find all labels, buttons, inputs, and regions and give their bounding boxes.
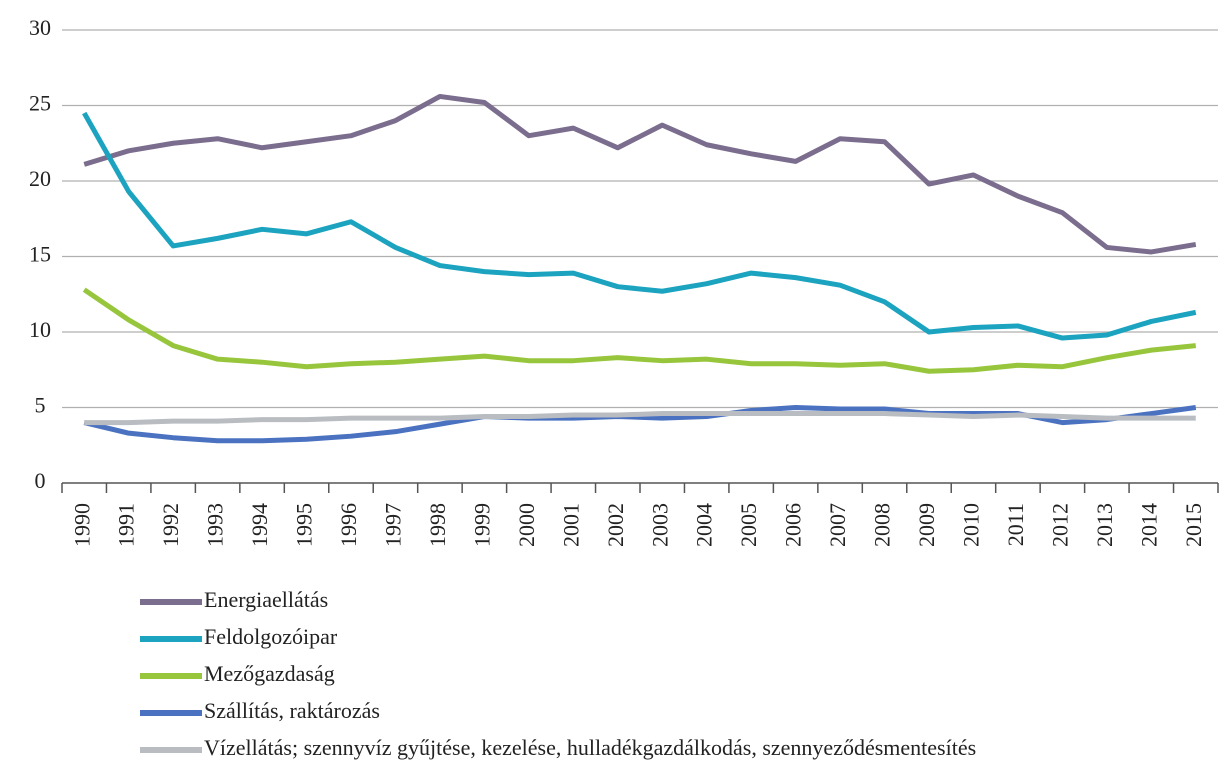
x-tick-label: 2003 (647, 503, 672, 547)
legend-label: Szállítás, raktározás (204, 698, 380, 723)
x-tick-label: 1994 (247, 503, 272, 547)
y-tick-label: 5 (35, 393, 46, 418)
line-series (84, 411, 1196, 426)
y-tick-label: 30 (29, 15, 51, 40)
y-tick-label: 25 (29, 91, 51, 116)
x-tick-label: 2005 (736, 503, 761, 547)
legend-label: Vízellátás; szennyvíz gyűjtése, kezelése… (204, 735, 976, 760)
x-tick-label: 1999 (469, 503, 494, 547)
x-tick-label: 2010 (959, 503, 984, 547)
x-tick-label: 2008 (870, 503, 895, 547)
x-tick-label: 2006 (781, 503, 806, 547)
y-tick-label: 20 (29, 166, 51, 191)
line-series (82, 111, 1197, 341)
x-tick-label: 2001 (558, 503, 583, 547)
line-series (82, 287, 1197, 374)
x-tick-label: 2000 (514, 503, 539, 547)
x-tick-label: 2012 (1047, 503, 1072, 547)
x-tick-label: 1991 (114, 503, 139, 547)
legend-label: Feldolgozóipar (204, 624, 338, 649)
x-tick-label: 2011 (1003, 503, 1028, 546)
x-tick-label: 1990 (69, 503, 94, 547)
y-tick-label: 0 (35, 468, 46, 493)
x-tick-label: 2014 (1136, 503, 1161, 547)
line-series (83, 93, 1197, 255)
x-tick-label: 2015 (1181, 503, 1206, 547)
x-tick-label: 2009 (914, 503, 939, 547)
x-tick-label: 2007 (825, 503, 850, 547)
x-tick-label: 1995 (292, 503, 317, 547)
x-tick-label: 1997 (381, 503, 406, 547)
legend-label: Energiaellátás (204, 587, 328, 612)
y-tick-label: 10 (29, 317, 51, 342)
x-tick-label: 1992 (158, 503, 183, 547)
x-tick-label: 1996 (336, 503, 361, 547)
x-tick-label: 1998 (425, 503, 450, 547)
x-tick-label: 2004 (692, 503, 717, 547)
y-tick-label: 15 (29, 242, 51, 267)
legend-label: Mezőgazdaság (204, 661, 335, 686)
x-tick-label: 2002 (603, 503, 628, 547)
x-tick-label: 1993 (203, 503, 228, 547)
x-tick-label: 2013 (1092, 503, 1117, 547)
